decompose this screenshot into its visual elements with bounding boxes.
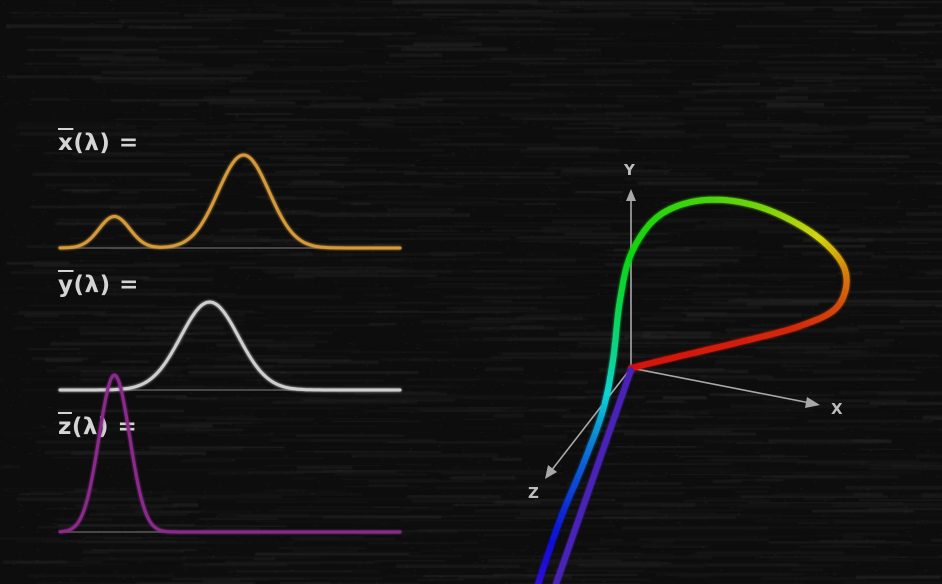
x-axis-label: X bbox=[831, 400, 843, 418]
z-axis-arrowhead bbox=[545, 465, 557, 479]
y-bar-suffix: (λ) = bbox=[73, 272, 139, 298]
y-bar-curve bbox=[58, 300, 402, 392]
x-bar-suffix: (λ) = bbox=[73, 130, 139, 156]
z-axis-line bbox=[550, 367, 632, 472]
z-bar-curve bbox=[58, 373, 402, 534]
y-axis-arrowhead bbox=[626, 189, 636, 201]
y-axis-label: Y bbox=[623, 161, 636, 179]
x-bar-symbol: x bbox=[58, 130, 74, 156]
x-bar-curve bbox=[58, 153, 402, 250]
y-bar-symbol: y bbox=[58, 272, 74, 298]
spectral-locus bbox=[535, 196, 850, 584]
x-axis-arrowhead bbox=[805, 397, 820, 408]
y-bar-label: y(λ) = bbox=[58, 272, 139, 298]
violet-edge-line bbox=[553, 367, 634, 584]
z-axis-label: Z bbox=[528, 484, 539, 502]
x-bar-label: x(λ) = bbox=[58, 130, 139, 156]
x-axis-line bbox=[630, 367, 811, 404]
xyz-axes bbox=[545, 189, 820, 479]
z-bar-symbol: z bbox=[58, 414, 72, 440]
